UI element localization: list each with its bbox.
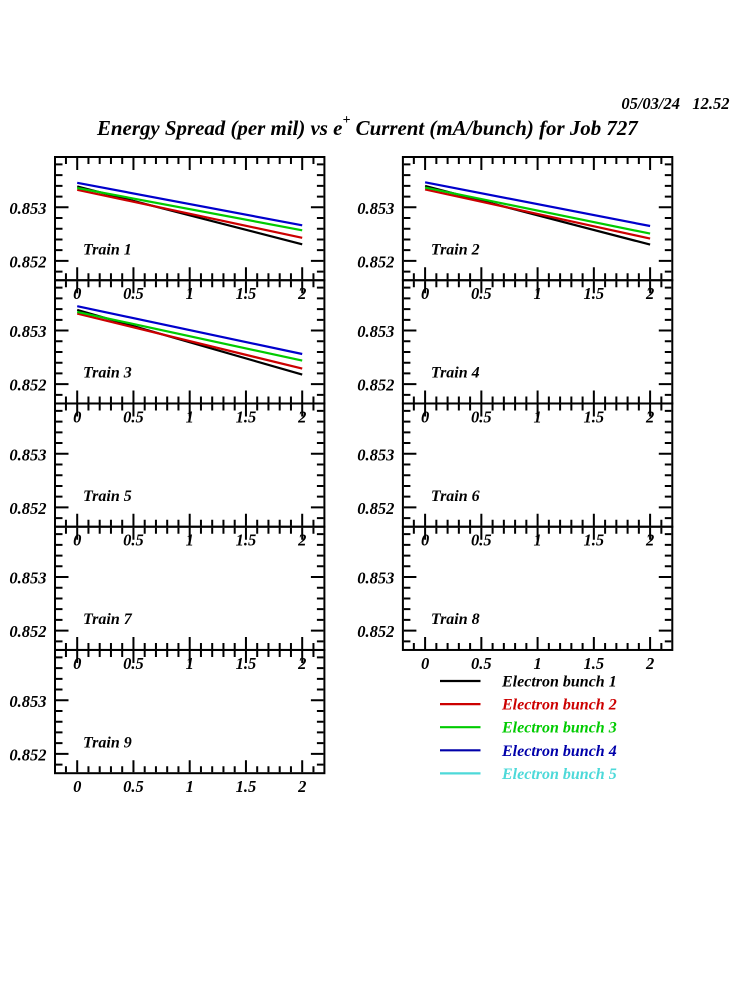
svg-text:Electron bunch 4: Electron bunch 4 <box>501 743 617 760</box>
svg-text:Train 3: Train 3 <box>83 365 132 382</box>
svg-text:1: 1 <box>533 531 541 550</box>
svg-text:1: 1 <box>186 531 194 550</box>
svg-text:0.853: 0.853 <box>9 322 46 341</box>
svg-text:2: 2 <box>297 654 306 673</box>
svg-text:0.5: 0.5 <box>123 531 144 550</box>
svg-text:0: 0 <box>421 654 429 673</box>
svg-text:0.5: 0.5 <box>123 777 144 796</box>
svg-text:1.5: 1.5 <box>236 284 257 303</box>
svg-text:0.853: 0.853 <box>9 692 46 711</box>
svg-text:2: 2 <box>297 777 306 796</box>
svg-text:2: 2 <box>297 531 306 550</box>
svg-text:05/03/24 12.52: 05/03/24 12.52 <box>621 94 729 113</box>
svg-text:0.853: 0.853 <box>357 445 394 464</box>
svg-text:1: 1 <box>186 777 194 796</box>
svg-text:1: 1 <box>186 284 194 303</box>
svg-text:0.5: 0.5 <box>123 408 144 427</box>
svg-text:1.5: 1.5 <box>236 408 257 427</box>
svg-text:0.852: 0.852 <box>357 499 394 518</box>
svg-text:1.5: 1.5 <box>236 654 257 673</box>
svg-text:2: 2 <box>645 531 654 550</box>
svg-text:1.5: 1.5 <box>236 531 257 550</box>
svg-text:0.852: 0.852 <box>357 376 394 395</box>
svg-text:1: 1 <box>186 654 194 673</box>
svg-text:Train 1: Train 1 <box>83 242 132 259</box>
svg-text:2: 2 <box>645 284 654 303</box>
svg-text:0.852: 0.852 <box>9 499 46 518</box>
svg-text:Train 5: Train 5 <box>83 488 132 505</box>
svg-text:Train 2: Train 2 <box>431 242 480 259</box>
svg-text:1: 1 <box>533 654 541 673</box>
svg-text:1: 1 <box>186 408 194 427</box>
svg-text:0: 0 <box>421 408 429 427</box>
svg-text:0.852: 0.852 <box>9 376 46 395</box>
svg-text:0.853: 0.853 <box>357 199 394 218</box>
svg-text:0: 0 <box>73 531 81 550</box>
svg-text:Train 9: Train 9 <box>83 735 132 752</box>
svg-text:Energy Spread (per mil) vs e+: Energy Spread (per mil) vs e+ Current (m… <box>96 113 639 140</box>
svg-text:0: 0 <box>421 531 429 550</box>
svg-text:1.5: 1.5 <box>583 284 604 303</box>
svg-text:2: 2 <box>297 284 306 303</box>
svg-text:1.5: 1.5 <box>583 531 604 550</box>
svg-text:0.852: 0.852 <box>9 622 46 641</box>
svg-text:2: 2 <box>297 408 306 427</box>
svg-text:0: 0 <box>421 284 429 303</box>
svg-text:1: 1 <box>533 284 541 303</box>
svg-text:0.852: 0.852 <box>357 252 394 271</box>
svg-text:0.5: 0.5 <box>123 284 144 303</box>
svg-text:0.853: 0.853 <box>9 445 46 464</box>
svg-text:1.5: 1.5 <box>583 408 604 427</box>
svg-text:0.5: 0.5 <box>471 654 492 673</box>
svg-text:Train 7: Train 7 <box>83 611 133 628</box>
svg-text:2: 2 <box>645 408 654 427</box>
svg-text:1: 1 <box>533 408 541 427</box>
svg-text:Electron bunch 1: Electron bunch 1 <box>501 674 617 691</box>
svg-text:Train 8: Train 8 <box>431 611 480 628</box>
svg-text:Train 4: Train 4 <box>431 365 480 382</box>
svg-text:Electron bunch 5: Electron bunch 5 <box>501 766 617 783</box>
svg-text:0.853: 0.853 <box>9 569 46 588</box>
svg-text:Train 6: Train 6 <box>431 488 480 505</box>
svg-text:0: 0 <box>73 777 81 796</box>
svg-text:0.5: 0.5 <box>471 284 492 303</box>
svg-text:1.5: 1.5 <box>236 777 257 796</box>
svg-text:0.5: 0.5 <box>471 531 492 550</box>
svg-text:Electron bunch 2: Electron bunch 2 <box>501 697 617 714</box>
svg-text:0.5: 0.5 <box>471 408 492 427</box>
svg-text:0: 0 <box>73 284 81 303</box>
svg-text:2: 2 <box>645 654 654 673</box>
svg-text:0: 0 <box>73 654 81 673</box>
svg-text:0.852: 0.852 <box>9 745 46 764</box>
svg-text:Electron bunch 3: Electron bunch 3 <box>501 720 617 737</box>
svg-text:0: 0 <box>73 408 81 427</box>
svg-text:1.5: 1.5 <box>583 654 604 673</box>
svg-text:0.853: 0.853 <box>9 199 46 218</box>
svg-text:0.5: 0.5 <box>123 654 144 673</box>
svg-text:0.852: 0.852 <box>357 622 394 641</box>
svg-text:0.853: 0.853 <box>357 569 394 588</box>
svg-text:0.852: 0.852 <box>9 252 46 271</box>
svg-text:0.853: 0.853 <box>357 322 394 341</box>
